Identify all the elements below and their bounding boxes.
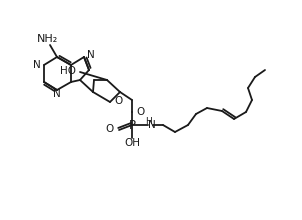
Text: N: N (53, 89, 61, 99)
Text: N: N (33, 60, 41, 70)
Text: HO: HO (60, 66, 76, 76)
Text: H: H (146, 117, 153, 125)
Text: P: P (128, 119, 136, 132)
Text: N: N (148, 120, 156, 130)
Text: O: O (114, 96, 122, 106)
Text: OH: OH (124, 138, 140, 148)
Text: NH₂: NH₂ (37, 34, 59, 44)
Text: O: O (136, 107, 144, 117)
Text: N: N (87, 50, 95, 60)
Text: O: O (106, 124, 114, 134)
